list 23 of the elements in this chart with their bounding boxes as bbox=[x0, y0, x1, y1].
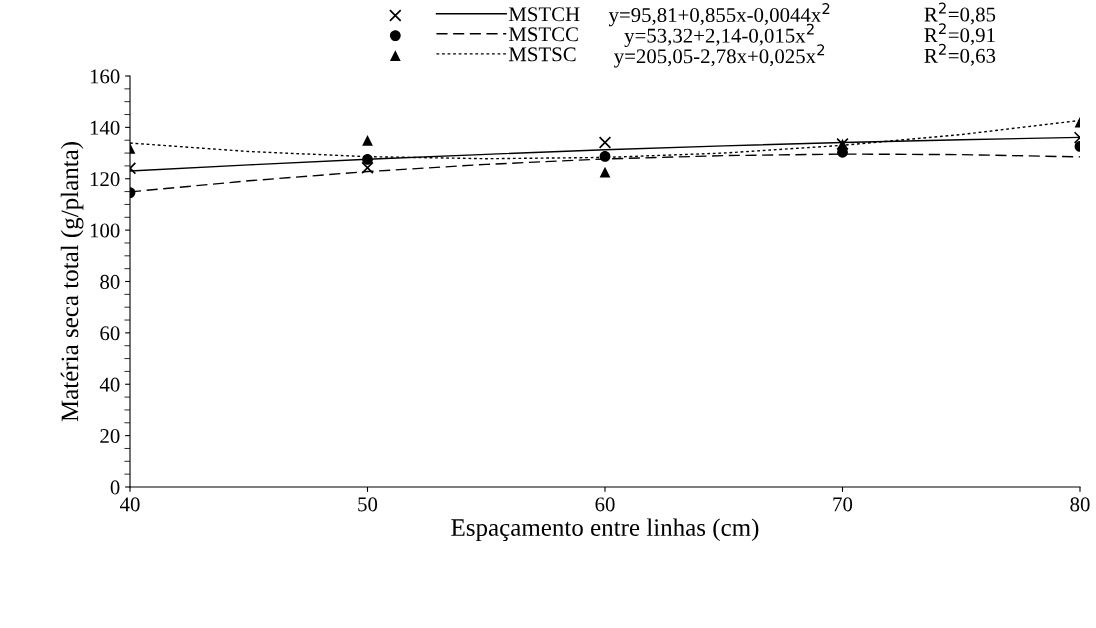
legend-label: MSTCH bbox=[508, 7, 580, 22]
y-axis-title: Matéria seca total (g/planta) bbox=[60, 142, 84, 422]
legend-label: MSTSC bbox=[508, 47, 576, 62]
point bbox=[599, 151, 611, 162]
y-tick-label: 20 bbox=[100, 429, 120, 444]
y-tick-label: 100 bbox=[90, 223, 120, 238]
x-axis-title: Espaçamento entre linhas (cm) bbox=[451, 518, 759, 542]
y-tick-label: 60 bbox=[100, 326, 120, 341]
y-tick-label: 160 bbox=[90, 69, 120, 84]
x-tick-label: 50 bbox=[358, 497, 378, 512]
point bbox=[361, 161, 374, 174]
point bbox=[362, 154, 373, 165]
y-tick-label: 140 bbox=[90, 120, 120, 135]
y-tick-label: 0 bbox=[110, 480, 120, 495]
x-tick-label: 70 bbox=[833, 497, 853, 512]
x-tick-label: 60 bbox=[595, 497, 615, 512]
x-tick-label: 40 bbox=[119, 497, 140, 512]
y-tick-label: 80 bbox=[100, 274, 120, 289]
y-tick-label: 40 bbox=[99, 377, 120, 392]
legend-label: MSTCC bbox=[508, 27, 578, 42]
point bbox=[598, 136, 612, 149]
y-tick-label: 120 bbox=[90, 172, 120, 187]
x-tick-label: 80 bbox=[1070, 497, 1090, 512]
